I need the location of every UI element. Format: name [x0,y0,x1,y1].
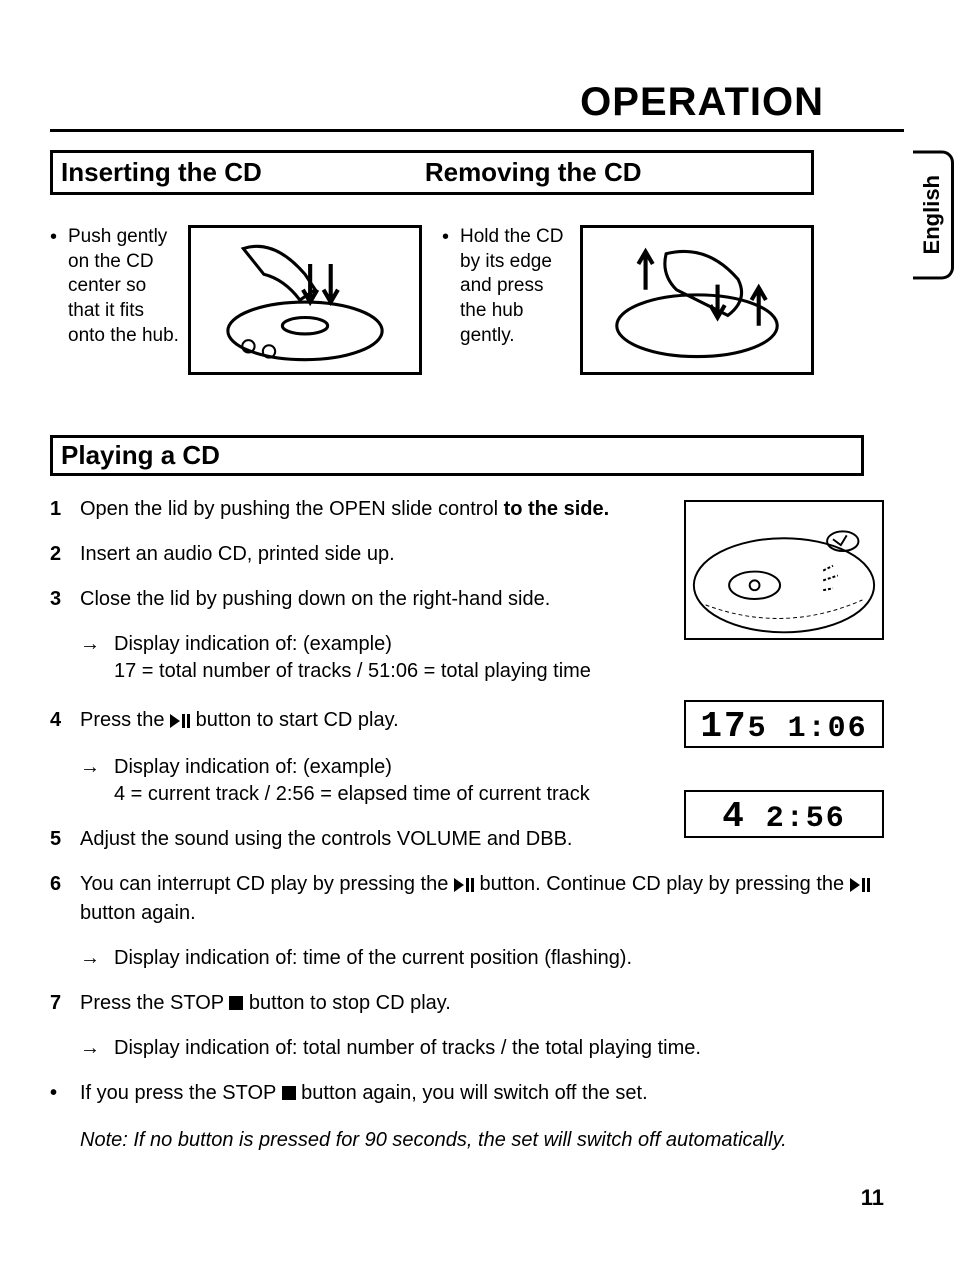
step-body: Press the STOP button to stop CD play. [80,990,904,1017]
sub-body: Display indication of: (example) 4 = cur… [114,754,610,808]
step-number: 1 [50,496,80,523]
step-3-sub: → Display indication of: (example) 17 = … [50,631,610,685]
step-body: Open the lid by pushing the OPEN slide c… [80,496,610,523]
playing-heading-box: Playing a CD [50,435,864,476]
note-text: Note: If no button is pressed for 90 sec… [50,1127,904,1154]
arrow-icon: → [80,1035,114,1062]
arrow-icon: → [80,945,114,972]
display1-big: 17 [700,706,747,747]
stop-icon [229,996,243,1010]
bullet-icon: • [50,1080,80,1107]
step-7-sub: → Display indication of: total number of… [50,1035,904,1062]
inserting-text-body: Push gently on the CD center so that it … [68,225,180,348]
step-6-sub: → Display indication of: time of the cur… [50,945,904,972]
inserting-text: • Push gently on the CD center so that i… [50,225,180,375]
insert-remove-row: • Push gently on the CD center so that i… [50,225,814,375]
final-bullet: • If you press the STOP button again, yo… [50,1080,904,1107]
step-number: 6 [50,871,80,927]
display-example-2: 4 2:56 [684,790,884,838]
step-1: 1 Open the lid by pushing the OPEN slide… [50,496,610,523]
insert-remove-header: Inserting the CD Removing the CD [50,150,814,195]
cd-player-illustration [684,500,884,640]
display2-small: 2:56 [746,802,846,836]
step-number: 3 [50,586,80,613]
step-body: You can interrupt CD play by pressing th… [80,871,904,927]
display1-small: 5 1:06 [748,712,868,746]
step-2: 2 Insert an audio CD, printed side up. [50,541,610,568]
page-number: 11 [861,1185,884,1211]
stop-icon [282,1086,296,1100]
inserting-heading: Inserting the CD [53,153,417,192]
removing-text-body: Hold the CD by its edge and press the hu… [460,225,572,348]
title-rule [50,129,904,132]
inserting-illustration [188,225,422,375]
step-number: 5 [50,826,80,853]
step-3: 3 Close the lid by pushing down on the r… [50,586,610,613]
step-body: Close the lid by pushing down on the rig… [80,586,610,613]
removing-heading: Removing the CD [417,153,811,192]
removing-block: • Hold the CD by its edge and press the … [442,225,814,375]
step-4: 4 Press the button to start CD play. [50,707,610,736]
step-7: 7 Press the STOP button to stop CD play. [50,990,904,1017]
step-6: 6 You can interrupt CD play by pressing … [50,871,904,927]
step-body: Insert an audio CD, printed side up. [80,541,610,568]
step-4-sub: → Display indication of: (example) 4 = c… [50,754,610,808]
step-body: If you press the STOP button again, you … [80,1080,904,1107]
display-example-1: 175 1:06 [684,700,884,748]
inserting-block: • Push gently on the CD center so that i… [50,225,422,375]
step-number: 2 [50,541,80,568]
sub-body: Display indication of: total number of t… [114,1035,904,1062]
play-pause-icon [170,709,190,736]
step-number: 7 [50,990,80,1017]
sub-body: Display indication of: time of the curre… [114,945,904,972]
language-tab: English [913,150,954,279]
page-title: OPERATION [50,80,904,125]
bullet-icon: • [50,225,68,348]
arrow-icon: → [80,754,114,808]
playing-heading: Playing a CD [61,440,853,471]
play-pause-icon [850,873,870,900]
removing-illustration [580,225,814,375]
display2-big: 4 [722,796,746,837]
play-pause-icon [454,873,474,900]
arrow-icon: → [80,631,114,685]
removing-text: • Hold the CD by its edge and press the … [442,225,572,375]
sub-body: Display indication of: (example) 17 = to… [114,631,610,685]
step-body: Press the button to start CD play. [80,707,610,736]
step-number: 4 [50,707,80,736]
bullet-icon: • [442,225,460,348]
